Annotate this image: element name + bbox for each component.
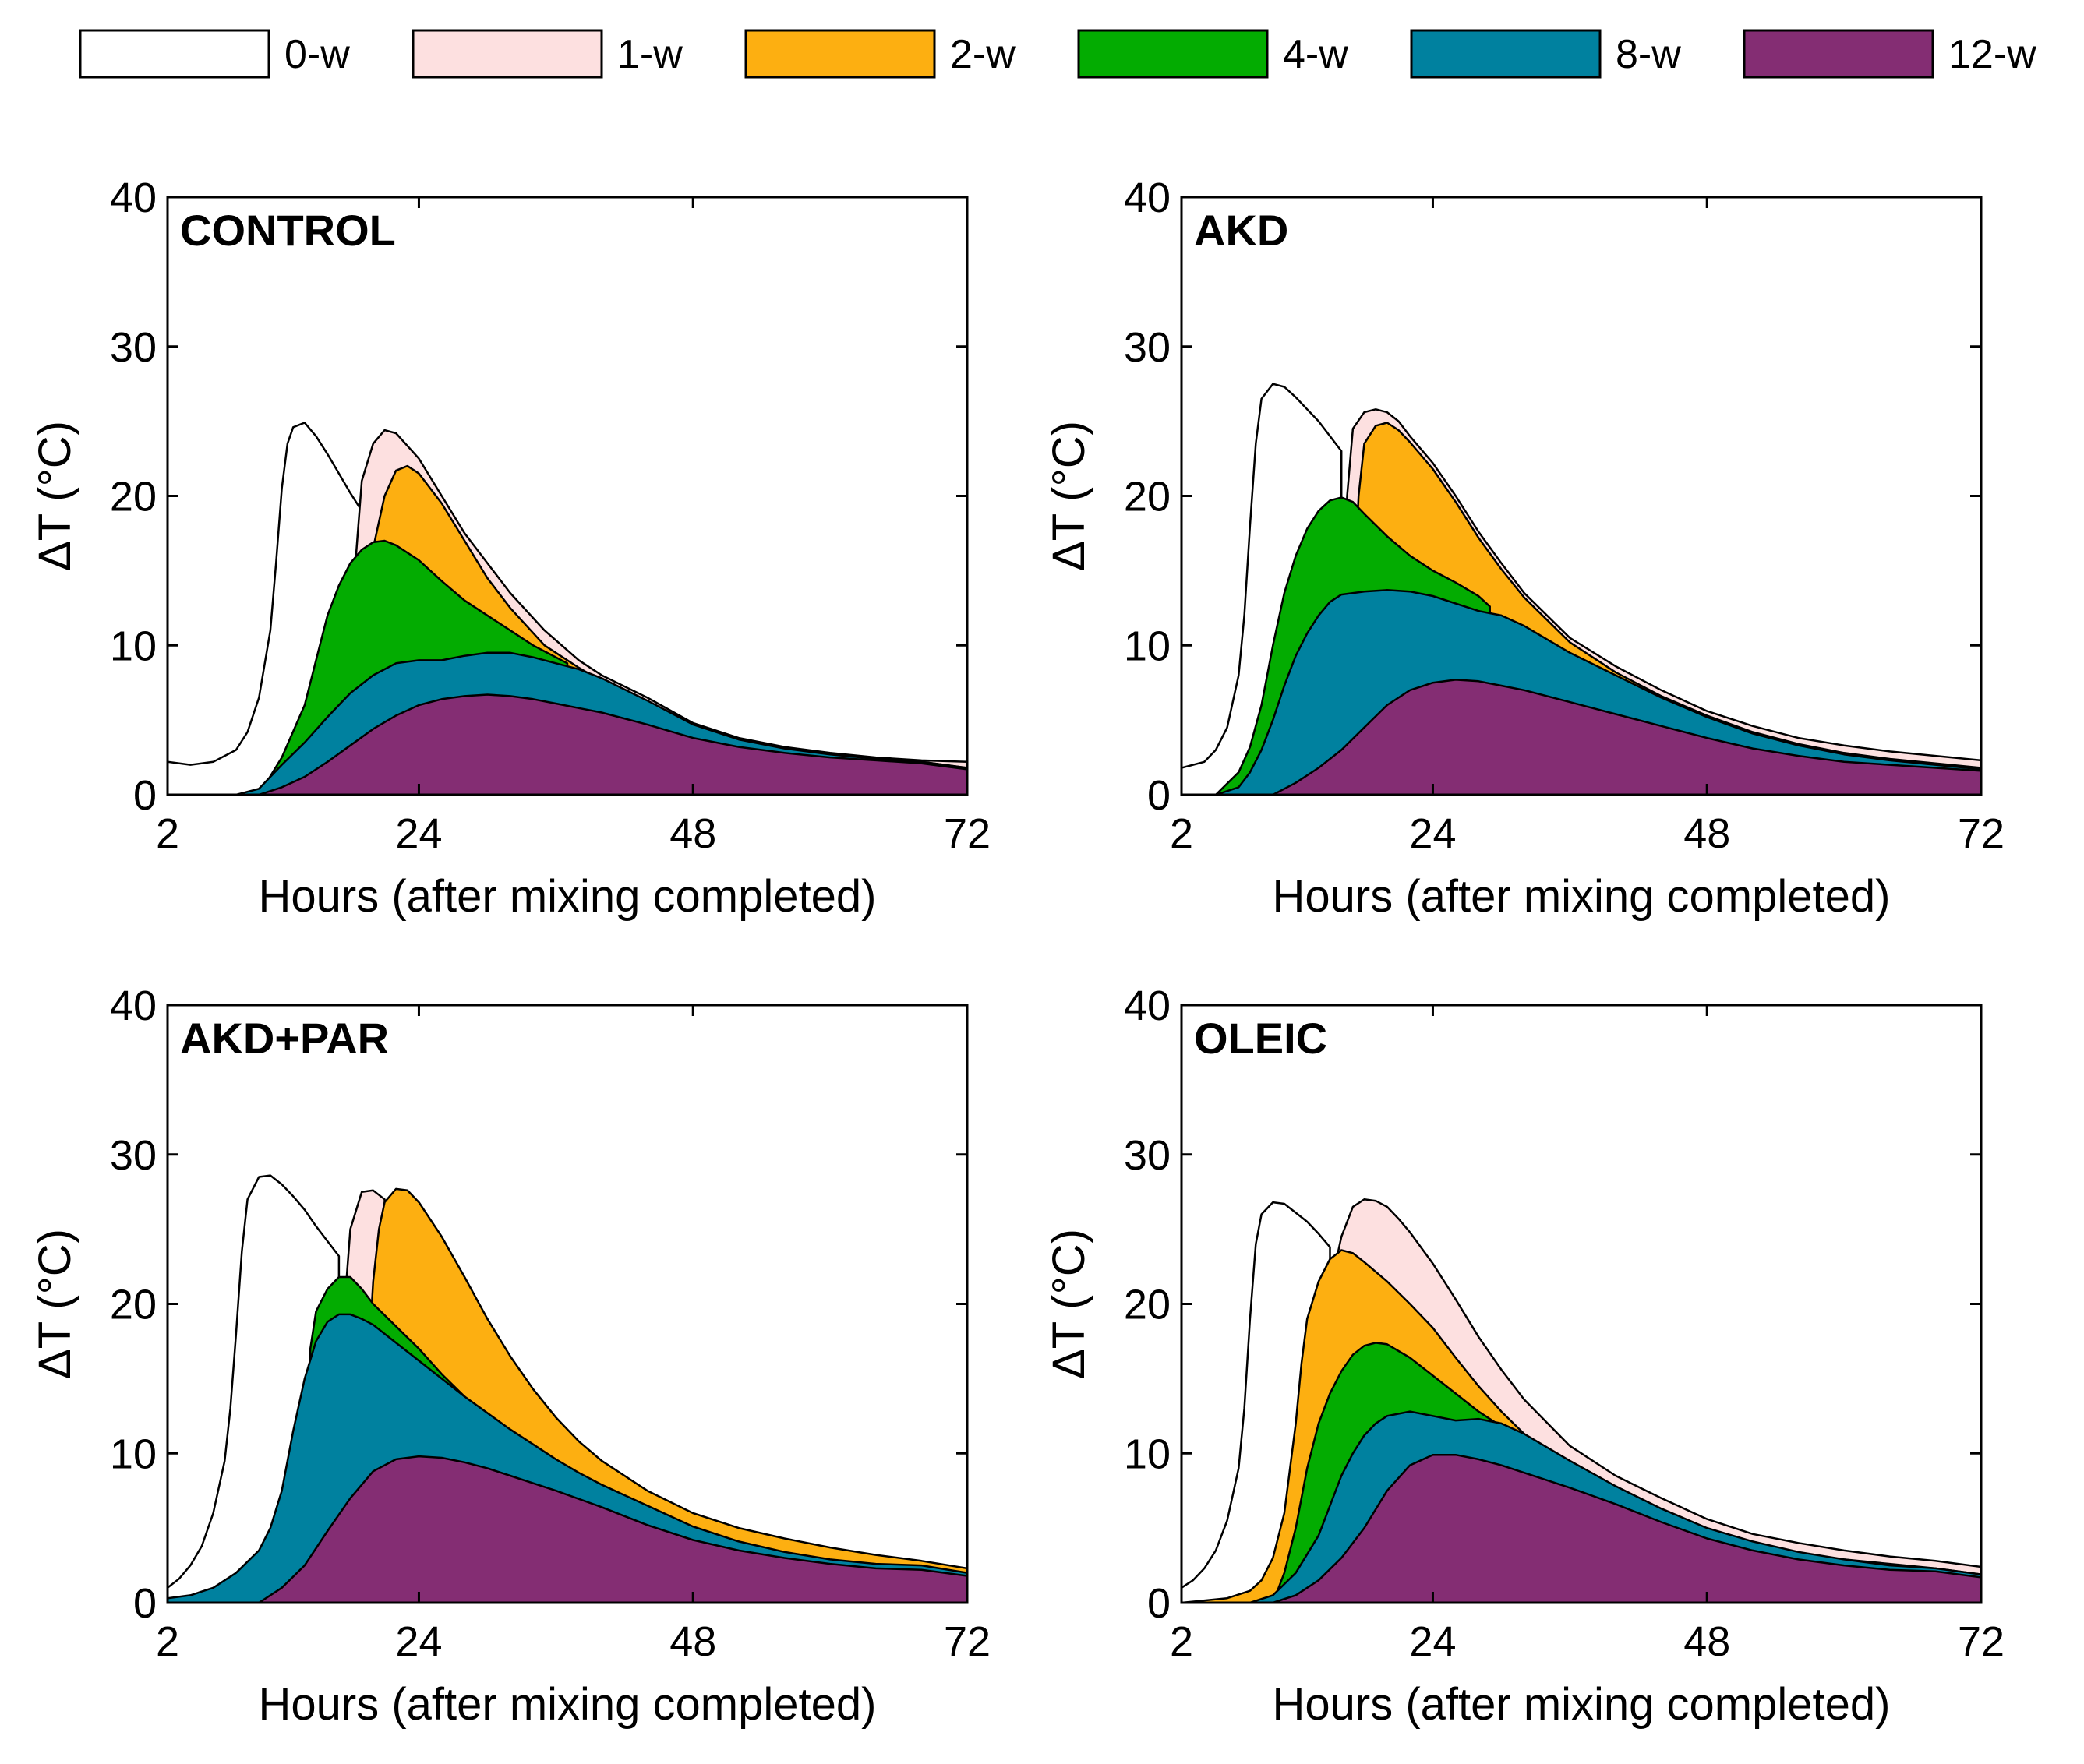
legend-label: 0-w — [284, 32, 350, 77]
panel-akd-par: 0 10 20 30 40 2 24 48 72 AKD+PAR Hours (after mixi… — [30, 983, 991, 1730]
x-tick-label: 24 — [1409, 810, 1456, 857]
y-tick-label: 10 — [1124, 623, 1171, 669]
y-tick-label: 10 — [110, 1431, 157, 1477]
panel-title: CONTROL — [180, 206, 396, 255]
y-tick-label: 0 — [1147, 1580, 1171, 1627]
area-series-group — [168, 1174, 967, 1603]
y-tick-label: 0 — [133, 1580, 157, 1627]
y-axis-label: ΔT (°C) — [30, 1229, 80, 1379]
legend-label: 4-w — [1283, 32, 1348, 77]
legend-item-2-w: 2-w — [744, 29, 1016, 79]
y-tick-label: 40 — [1124, 983, 1171, 1029]
x-tick-label: 48 — [1683, 810, 1730, 857]
x-tick-label: 72 — [944, 1618, 991, 1665]
x-tick-label: 24 — [1409, 1618, 1456, 1665]
legend-item-12-w: 12-w — [1743, 29, 2036, 79]
panel-title: OLEIC — [1194, 1014, 1327, 1063]
area-series-group — [1182, 383, 1981, 795]
y-tick-label: 30 — [1124, 324, 1171, 371]
y-tick-label: 10 — [1124, 1431, 1171, 1477]
area-12-w — [1272, 679, 1981, 795]
x-tick-label: 24 — [395, 1618, 442, 1665]
x-tick-label: 48 — [1683, 1618, 1730, 1665]
legend-swatch — [79, 29, 270, 79]
panel-title: AKD+PAR — [180, 1014, 389, 1063]
y-tick-label: 20 — [110, 1282, 157, 1328]
legend-swatch — [744, 29, 936, 79]
panel-title: AKD — [1194, 206, 1288, 255]
y-tick-label: 20 — [110, 474, 157, 520]
legend-item-0-w: 0-w — [79, 29, 350, 79]
legend-label: 8-w — [1616, 32, 1681, 77]
y-axis-label: ΔT (°C) — [1044, 421, 1094, 571]
x-tick-label: 72 — [1958, 810, 2005, 857]
legend-swatch — [1743, 29, 1934, 79]
y-axis-label: ΔT (°C) — [1044, 1229, 1094, 1379]
x-tick-label: 48 — [669, 810, 716, 857]
x-tick-label: 24 — [395, 810, 442, 857]
y-tick-label: 40 — [110, 983, 157, 1029]
panel-control: 0 10 20 30 40 2 24 48 72 CONTROL Hours (after mixi… — [30, 175, 991, 922]
panel-akd: 0 10 20 30 40 2 24 48 72 AKD Hours (after mixing c… — [1044, 175, 2005, 922]
legend-swatch — [1077, 29, 1269, 79]
area-series-group — [168, 422, 967, 795]
legend-label: 2-w — [950, 32, 1016, 77]
y-tick-label: 10 — [110, 623, 157, 669]
legend-item-8-w: 8-w — [1410, 29, 1681, 79]
x-tick-label: 72 — [1958, 1618, 2005, 1665]
y-tick-label: 30 — [110, 1132, 157, 1179]
area-series-group — [1182, 1198, 1981, 1603]
x-axis-label: Hours (after mixing completed) — [259, 1679, 877, 1730]
y-tick-label: 0 — [1147, 772, 1171, 819]
legend-swatch — [1410, 29, 1602, 79]
y-axis-label: ΔT (°C) — [30, 421, 80, 571]
y-tick-label: 20 — [1124, 474, 1171, 520]
legend-item-4-w: 4-w — [1077, 29, 1348, 79]
x-tick-label: 2 — [156, 1618, 179, 1665]
y-tick-label: 0 — [133, 772, 157, 819]
legend-label: 12-w — [1948, 32, 2036, 77]
y-tick-label: 30 — [110, 324, 157, 371]
x-axis-label: Hours (after mixing completed) — [1273, 871, 1891, 922]
legend-label: 1-w — [617, 32, 683, 77]
legend-item-1-w: 1-w — [412, 29, 683, 79]
x-axis-label: Hours (after mixing completed) — [259, 871, 877, 922]
x-axis-label: Hours (after mixing completed) — [1273, 1679, 1891, 1730]
x-tick-label: 2 — [156, 810, 179, 857]
y-tick-label: 40 — [1124, 175, 1171, 221]
y-tick-label: 20 — [1124, 1282, 1171, 1328]
x-tick-label: 48 — [669, 1618, 716, 1665]
x-tick-label: 2 — [1170, 810, 1193, 857]
panel-oleic: 0 10 20 30 40 2 24 48 72 OLEIC Hours (after mixing… — [1044, 983, 2005, 1730]
x-tick-label: 2 — [1170, 1618, 1193, 1665]
area-12-w — [258, 1455, 967, 1603]
legend-swatch — [412, 29, 603, 79]
y-tick-label: 30 — [1124, 1132, 1171, 1179]
y-tick-label: 40 — [110, 175, 157, 221]
area-12-w — [258, 693, 967, 795]
area-12-w — [1272, 1453, 1981, 1603]
x-tick-label: 72 — [944, 810, 991, 857]
legend: 0-w 1-w 2-w 4-w 8-w 12-w — [79, 29, 2036, 79]
